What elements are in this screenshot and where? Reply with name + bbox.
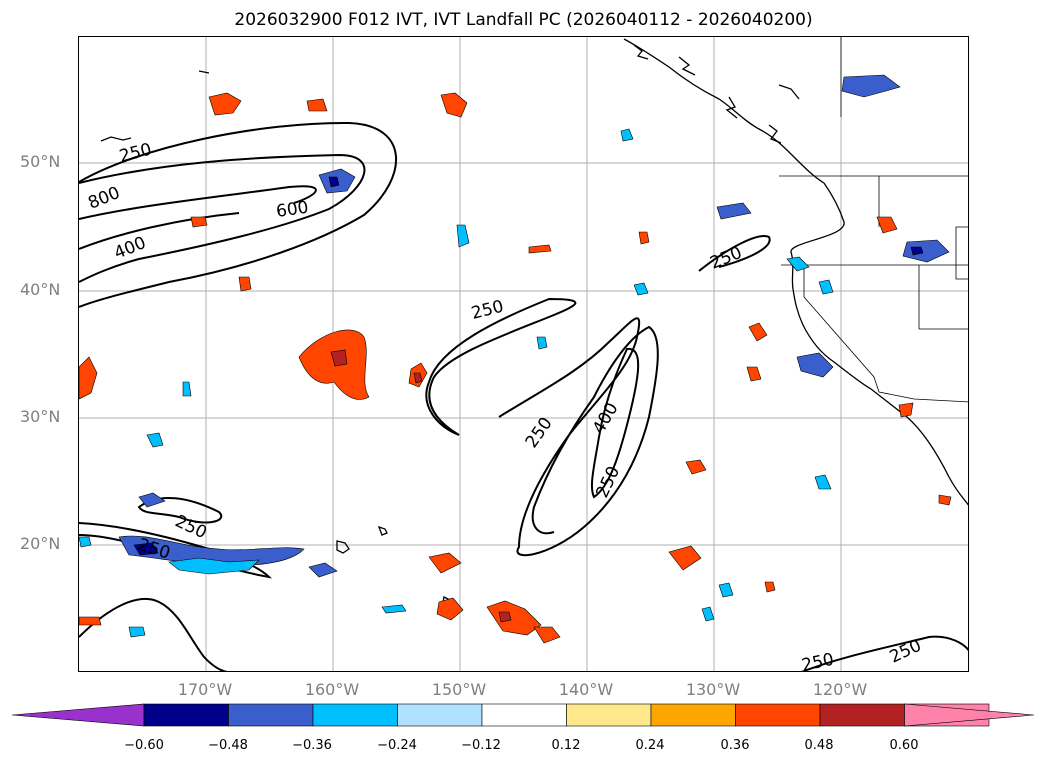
- lon-label-170w: 170°W: [177, 680, 233, 699]
- positive-pc-areas: [79, 92, 952, 644]
- colorbar-bin: [819, 703, 905, 727]
- map-title: 2026032900 F012 IVT, IVT Landfall PC (20…: [234, 10, 813, 30]
- lon-label-120w: 120°W: [812, 680, 868, 699]
- lon-label-150w: 150°W: [431, 680, 487, 699]
- contour-label: 250: [800, 650, 836, 672]
- contour-label: 250: [592, 463, 624, 501]
- colorbar-tick: 0.60: [889, 738, 919, 753]
- colorbar-tick: 0.48: [804, 738, 834, 753]
- lat-label-30n: 30°N: [20, 407, 61, 426]
- contour-label: 250: [135, 535, 172, 564]
- contour-labels: 250 800 600 400 250 250 400 250 250 250 …: [85, 140, 924, 672]
- negative-pc-areas: [79, 74, 950, 638]
- lon-label-140w: 140°W: [558, 680, 614, 699]
- colorbar-bin: [566, 703, 652, 727]
- contour-label: 600: [275, 198, 310, 222]
- colorbar-tick: −0.48: [208, 738, 248, 753]
- colorbar-over-extension: [904, 703, 1035, 727]
- contour-label: 250: [522, 414, 557, 452]
- colorbar-tick: −0.24: [377, 738, 417, 753]
- colorbar-tick: 0.36: [720, 738, 750, 753]
- colorbar-bin: [312, 703, 398, 727]
- lon-label-160w: 160°W: [304, 680, 360, 699]
- colorbar-bin: [481, 703, 567, 727]
- colorbar-bin: [143, 703, 229, 727]
- colorbar-tick: −0.60: [124, 738, 164, 753]
- lat-label-20n: 20°N: [20, 534, 61, 553]
- state-borders: [779, 37, 968, 403]
- map-panel[interactable]: 250 800 600 400 250 250 400 250 250 250 …: [78, 36, 969, 672]
- colorbar-bin: [228, 703, 314, 727]
- colorbar-under-extension: [11, 703, 145, 727]
- gridlines: [79, 37, 968, 671]
- map-canvas: 250 800 600 400 250 250 400 250 250 250 …: [79, 37, 968, 672]
- contour-label: 800: [85, 183, 123, 214]
- colorbar-bin: [397, 703, 483, 727]
- lat-label-50n: 50°N: [20, 152, 61, 171]
- colorbar: [11, 703, 1035, 727]
- colorbar-bin: [735, 703, 821, 727]
- lat-label-40n: 40°N: [20, 280, 61, 299]
- lon-label-130w: 130°W: [685, 680, 741, 699]
- contour-label: 250: [707, 243, 745, 274]
- colorbar-tick: 0.24: [635, 738, 665, 753]
- contour-label: 250: [172, 511, 210, 543]
- colorbar-bin: [650, 703, 736, 727]
- ivt-contours: [79, 121, 968, 671]
- colorbar-tick: 0.12: [551, 738, 581, 753]
- coastline: [100, 38, 968, 616]
- colorbar-tick: −0.36: [292, 738, 332, 753]
- colorbar-tick: −0.12: [461, 738, 501, 753]
